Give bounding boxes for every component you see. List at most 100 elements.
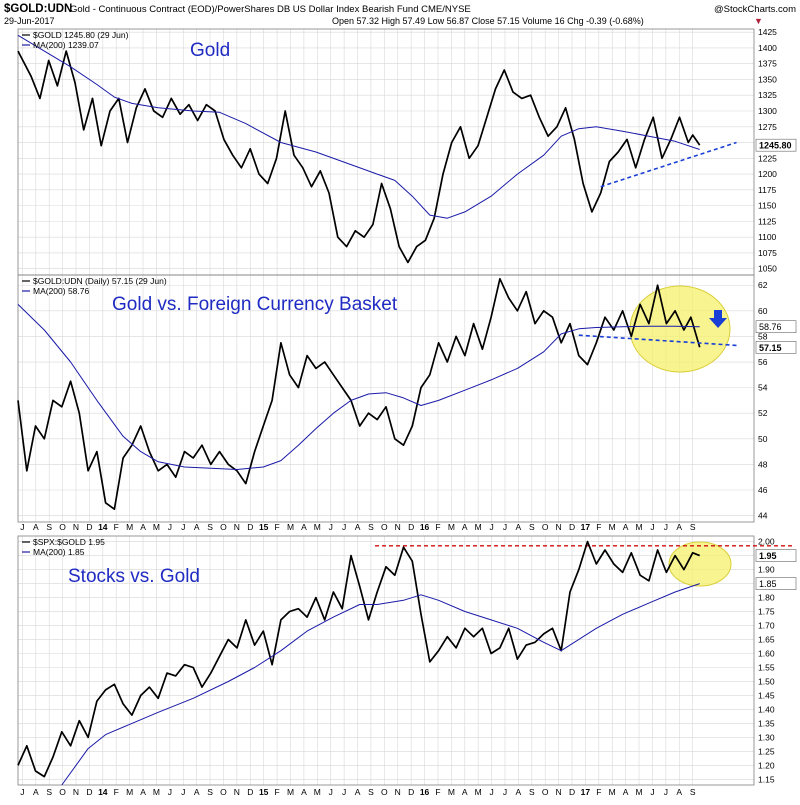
last-value-label: 1245.80 xyxy=(759,141,792,151)
x-tick-label: J xyxy=(329,522,333,532)
x-tick-label: A xyxy=(516,787,522,797)
x-tick-label: D xyxy=(408,522,414,532)
y-tick-label: 46 xyxy=(758,485,768,495)
header-description: Gold - Continuous Contract (EOD)/PowerSh… xyxy=(70,4,471,15)
x-tick-label: J xyxy=(20,787,24,797)
last-value-box xyxy=(755,549,797,562)
y-tick-label: 1225 xyxy=(758,153,777,163)
x-tick-label: S xyxy=(207,787,213,797)
trendline xyxy=(600,141,737,188)
x-tick-label: A xyxy=(140,787,146,797)
x-tick-label: S xyxy=(368,522,374,532)
x-tick-label: S xyxy=(529,522,535,532)
y-tick-label: 1050 xyxy=(758,264,777,274)
watermark: @StockCharts.com xyxy=(714,4,796,15)
x-tick-label: A xyxy=(355,787,361,797)
header-date: 29-Jun-2017 xyxy=(4,16,55,26)
x-tick-label: N xyxy=(556,522,562,532)
x-tick-label: A xyxy=(140,522,146,532)
y-tick-label: 1175 xyxy=(758,185,777,195)
x-tick-label: S xyxy=(368,787,374,797)
x-tick-label: A xyxy=(623,522,629,532)
x-tick-label: J xyxy=(489,522,493,532)
x-tick-label: F xyxy=(274,522,279,532)
x-tick-label: S xyxy=(46,522,52,532)
y-tick-label: 56 xyxy=(758,357,768,367)
x-tick-label: S xyxy=(529,787,535,797)
y-tick-label: 2.00 xyxy=(758,537,775,547)
x-tick-label: M xyxy=(475,522,482,532)
x-tick-label: J xyxy=(168,787,172,797)
y-tick-label: 1425 xyxy=(758,27,777,37)
chart-panel-2: 44 46 48 50 52 54 56 58 60 62 $GOLD:UDN (Daily) 57… xyxy=(17,274,797,523)
x-tick-label: O xyxy=(381,522,388,532)
x-tick-label: F xyxy=(596,522,601,532)
header-ohlc: Open 57.32 High 57.49 Low 56.87 Close 57… xyxy=(332,16,644,26)
legend-entry: MA(200) 58.76 xyxy=(33,286,89,296)
x-tick-label: A xyxy=(516,522,522,532)
x-tick-label: F xyxy=(114,522,119,532)
y-tick-label: 62 xyxy=(758,280,768,290)
y-tick-label: 1350 xyxy=(758,74,777,84)
x-tick-label: M xyxy=(475,787,482,797)
x-tick-label: M xyxy=(126,787,133,797)
x-tick-label: N xyxy=(234,787,240,797)
y-tick-label: 1.40 xyxy=(758,704,775,714)
annotation-title: Stocks vs. Gold xyxy=(68,566,200,587)
x-tick-label: O xyxy=(542,787,549,797)
panel-border xyxy=(17,274,755,523)
x-tick-label: M xyxy=(609,522,616,532)
y-tick-label: 1.80 xyxy=(758,593,775,603)
x-tick-label: S xyxy=(207,522,213,532)
x-tick-label: N xyxy=(234,522,240,532)
x-tick-label: J xyxy=(650,787,654,797)
panel-border xyxy=(17,535,755,786)
x-tick-label: O xyxy=(220,787,227,797)
x-tick-label: S xyxy=(690,787,696,797)
y-tick-label: 1.75 xyxy=(758,607,775,617)
x-tick-label: M xyxy=(153,522,160,532)
x-tick-label: A xyxy=(462,787,468,797)
y-tick-label: 1.90 xyxy=(758,565,775,575)
x-tick-label: N xyxy=(73,787,79,797)
x-tick-label: A xyxy=(194,522,200,532)
highlight-ellipse xyxy=(629,285,731,373)
last-value-box xyxy=(755,138,797,152)
y-tick-label: 1300 xyxy=(758,106,777,116)
header-down-triangle: ▼ xyxy=(754,16,763,26)
x-tick-label: J xyxy=(503,787,507,797)
x-tick-label: A xyxy=(301,522,307,532)
y-tick-label: 1.50 xyxy=(758,676,775,686)
panel-border xyxy=(17,28,755,276)
annotation-title: Gold vs. Foreign Currency Basket xyxy=(112,294,398,315)
x-tick-label: M xyxy=(126,522,133,532)
x-tick-label: J xyxy=(650,522,654,532)
x-tick-label: N xyxy=(395,787,401,797)
legend-entry: $GOLD 1245.80 (29 Jun) xyxy=(33,30,129,40)
x-tick-label: D xyxy=(86,522,92,532)
x-tick-label: 16 xyxy=(420,787,430,797)
price-line xyxy=(17,277,701,511)
x-tick-label: 15 xyxy=(259,522,269,532)
x-tick-label: O xyxy=(59,522,66,532)
y-tick-label: 1.45 xyxy=(758,690,775,700)
x-tick-label: 14 xyxy=(98,787,108,797)
x-tick-label: O xyxy=(542,522,549,532)
x-tick-label: O xyxy=(59,787,66,797)
y-tick-label: 1375 xyxy=(758,59,777,69)
x-tick-label: A xyxy=(676,787,682,797)
y-tick-label: 1.65 xyxy=(758,635,775,645)
x-tick-label: D xyxy=(86,787,92,797)
x-tick-label: 16 xyxy=(420,522,430,532)
price-line xyxy=(17,50,701,264)
x-tick-label: F xyxy=(435,787,440,797)
x-tick-label: J xyxy=(181,522,185,532)
x-tick-label: F xyxy=(435,522,440,532)
y-tick-label: 1150 xyxy=(758,201,777,211)
y-tick-label: 1.55 xyxy=(758,662,775,672)
y-tick-label: 1125 xyxy=(758,216,777,226)
x-tick-label: A xyxy=(33,787,39,797)
x-tick-label: D xyxy=(569,522,575,532)
y-tick-label: 1.30 xyxy=(758,732,775,742)
